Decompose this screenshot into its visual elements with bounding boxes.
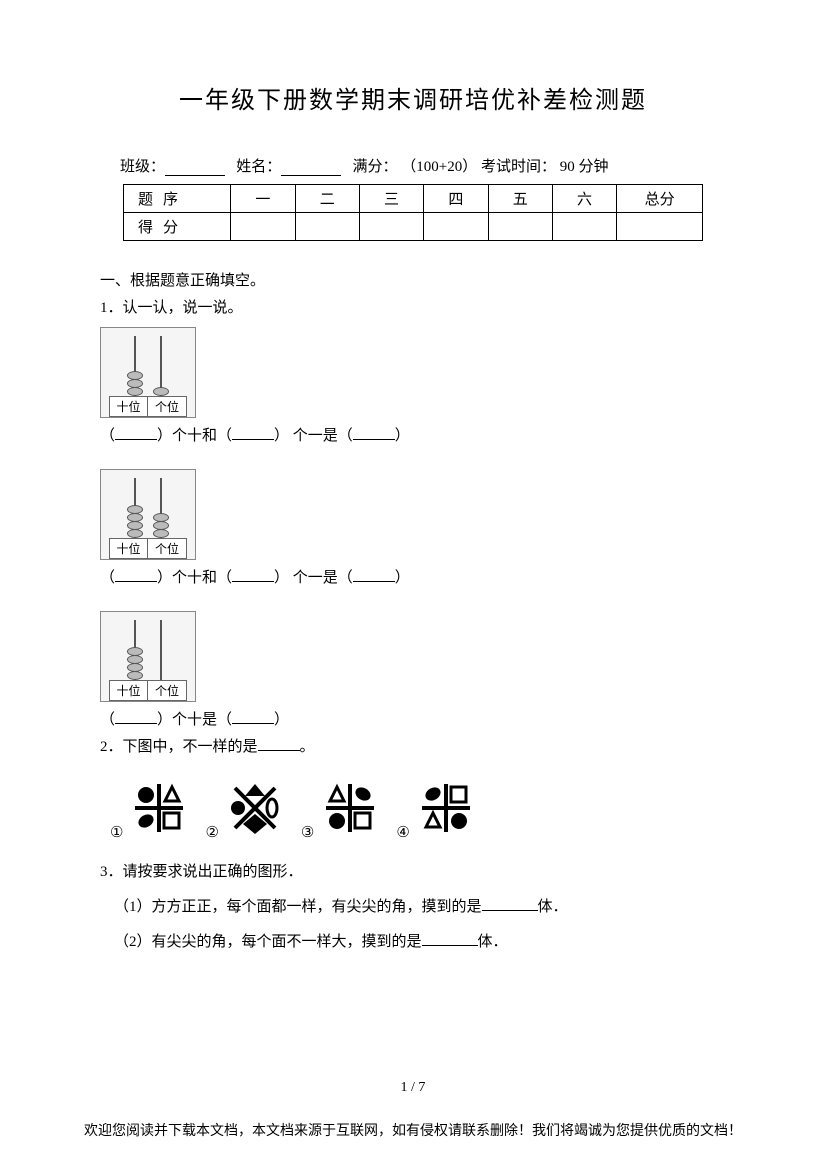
score-cell[interactable] (231, 213, 295, 241)
score-table: 题序 一 二 三 四 五 六 总分 得分 (123, 184, 703, 241)
q3-sub2: （2）有尖尖的角，每个面不一样大，摸到的是体． (114, 930, 726, 951)
score-cell[interactable] (488, 213, 552, 241)
blank[interactable] (232, 568, 274, 582)
abacus-label-ones: 个位 (148, 396, 186, 416)
blank[interactable] (115, 710, 157, 724)
fullscore-label: 满分： (353, 159, 398, 175)
abacus-label-ones: 个位 (148, 680, 186, 700)
abacus-figure-2: 十位 个位 (100, 469, 196, 560)
abacus-rod-tens (134, 620, 136, 680)
col-header: 二 (295, 185, 359, 213)
fullscore-value: （100+20） (401, 159, 477, 175)
abacus-rod-ones (160, 478, 162, 538)
blank[interactable] (115, 568, 157, 582)
option-label: ② (205, 823, 218, 842)
abacus-rod-tens (134, 336, 136, 396)
abacus-label-tens: 十位 (110, 680, 148, 700)
q1-prompt: 1．认一认，说一说。 (100, 296, 726, 317)
blank[interactable] (258, 737, 300, 751)
col-header: 一 (231, 185, 295, 213)
q2-option-3: ③ (301, 774, 384, 842)
table-row: 题序 一 二 三 四 五 六 总分 (124, 185, 703, 213)
score-cell[interactable] (552, 213, 616, 241)
q2-option-2: ② (205, 774, 288, 842)
blank[interactable] (232, 426, 274, 440)
class-label: 班级： (120, 159, 165, 175)
option-label: ① (110, 823, 123, 842)
abacus-rod-tens (134, 478, 136, 538)
blank[interactable] (115, 426, 157, 440)
blank[interactable] (482, 897, 538, 911)
col-header: 三 (359, 185, 423, 213)
page-number: 1 / 7 (0, 1080, 826, 1096)
pattern-icon (412, 774, 480, 842)
abacus-label-ones: 个位 (148, 538, 186, 558)
col-header: 六 (552, 185, 616, 213)
option-label: ④ (396, 823, 409, 842)
exam-header: 班级： 姓名： 满分： （100+20） 考试时间： 90 分钟 (100, 155, 726, 176)
blank[interactable] (422, 932, 478, 946)
abacus-rod-ones (160, 620, 162, 680)
q2-prompt: 2．下图中，不一样的是。 (100, 735, 726, 756)
time-value: 90 分钟 (560, 159, 609, 175)
abacus-figure-1: 十位 个位 (100, 327, 196, 418)
col-header: 四 (424, 185, 488, 213)
name-blank[interactable] (281, 160, 341, 176)
row-label: 题序 (124, 185, 231, 213)
page-title: 一年级下册数学期末调研培优补差检测题 (100, 80, 726, 115)
col-header: 总分 (617, 185, 703, 213)
col-header: 五 (488, 185, 552, 213)
blank[interactable] (232, 710, 274, 724)
pattern-icon (316, 774, 384, 842)
section-heading: 一、根据题意正确填空。 (100, 269, 726, 290)
time-label: 考试时间： (481, 159, 556, 175)
q1-fill-2: （）个十和（） 个一是（） (100, 566, 726, 587)
name-label: 姓名： (236, 159, 281, 175)
class-blank[interactable] (165, 160, 225, 176)
abacus-label-tens: 十位 (110, 538, 148, 558)
q2-option-1: ① (110, 774, 193, 842)
table-row: 得分 (124, 213, 703, 241)
q2-option-4: ④ (396, 774, 479, 842)
blank[interactable] (353, 426, 395, 440)
abacus-figure-3: 十位 个位 (100, 611, 196, 702)
footer-text: 欢迎您阅读并下载本文档，本文档来源于互联网，如有侵权请联系删除！我们将竭诚为您提… (0, 1120, 826, 1140)
row-label: 得分 (124, 213, 231, 241)
q3-sub1: （1）方方正正，每个面都一样，有尖尖的角，摸到的是体． (114, 895, 726, 916)
q1-fill-3: （）个十是（） (100, 708, 726, 729)
abacus-label-tens: 十位 (110, 396, 148, 416)
q2-options: ① ② ③ (110, 774, 726, 842)
score-cell[interactable] (359, 213, 423, 241)
score-cell[interactable] (295, 213, 359, 241)
pattern-icon (125, 774, 193, 842)
abacus-rod-ones (160, 336, 162, 396)
pattern-icon (221, 774, 289, 842)
option-label: ③ (301, 823, 314, 842)
q1-fill-1: （）个十和（） 个一是（） (100, 424, 726, 445)
score-cell[interactable] (617, 213, 703, 241)
q3-prompt: 3．请按要求说出正确的图形． (100, 860, 726, 881)
score-cell[interactable] (424, 213, 488, 241)
blank[interactable] (353, 568, 395, 582)
